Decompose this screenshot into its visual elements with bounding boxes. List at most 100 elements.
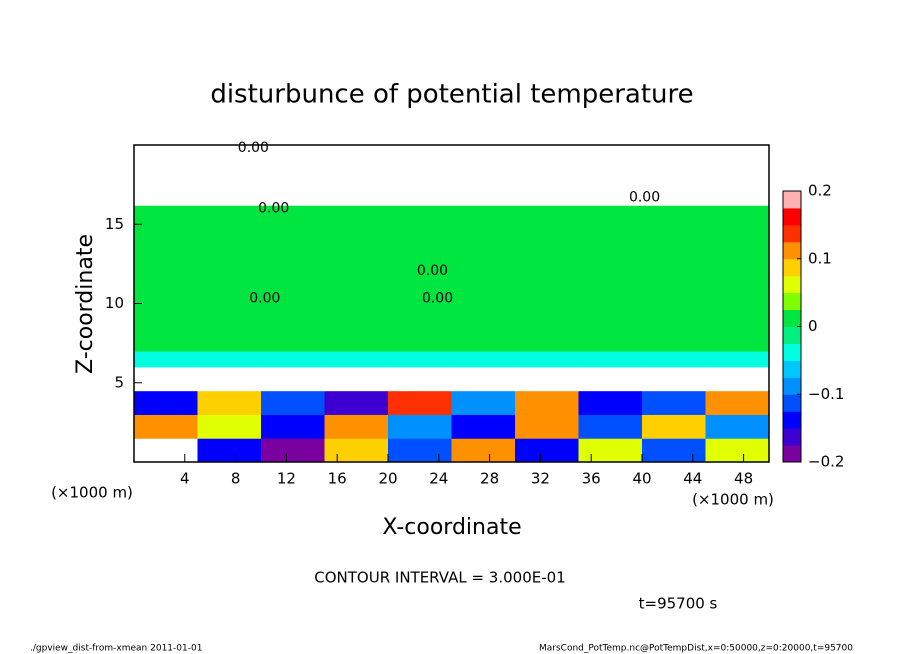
- heat-cell: [261, 205, 325, 273]
- heat-cell: [197, 438, 262, 463]
- heat-cell: [515, 145, 579, 206]
- heat-cell: [451, 390, 516, 415]
- heat-cell: [388, 414, 452, 439]
- heat-cell: [642, 390, 706, 415]
- colorbar-swatch: [783, 258, 801, 277]
- heat-cell: [324, 205, 389, 273]
- heat-cell: [134, 271, 198, 352]
- colorbar-swatch: [783, 326, 801, 344]
- heat-cell: [388, 145, 452, 206]
- heat-cell: [134, 366, 198, 392]
- heat-cell: [197, 271, 262, 352]
- heat-cell: [261, 271, 325, 352]
- y-axis-label: Z-coordinate: [73, 234, 98, 374]
- colorbar-swatch: [783, 309, 801, 327]
- colorbar-swatch: [783, 224, 801, 243]
- colorbar-swatch: [783, 360, 801, 378]
- heat-cell: [705, 414, 770, 439]
- heat-cell: [261, 438, 325, 463]
- colorbar-swatch: [783, 394, 801, 412]
- x-tick-label: 12: [277, 470, 296, 488]
- x-tick-label: 16: [328, 470, 347, 488]
- heat-cell: [578, 351, 643, 368]
- heat-cell: [324, 414, 389, 439]
- x-tick-label: 4: [180, 470, 190, 488]
- heat-cell: [324, 390, 389, 415]
- heat-cell: [197, 145, 262, 206]
- heat-cell: [578, 271, 643, 352]
- heat-cell: [451, 145, 516, 206]
- heat-cell: [578, 390, 643, 415]
- colorbar-tick-label: −0.2: [808, 453, 844, 471]
- colorbar-tick-label: 0.1: [808, 249, 832, 267]
- y-tick-label: 10: [105, 294, 124, 312]
- contour-label: 0.00: [629, 189, 660, 205]
- x-unit: (×1000 m): [692, 491, 774, 509]
- heat-cell: [705, 205, 770, 273]
- contour-label: 0.00: [238, 140, 269, 156]
- heat-cell: [451, 438, 516, 463]
- heat-cell: [515, 414, 579, 439]
- heat-cell: [197, 351, 262, 368]
- x-tick-label: 24: [429, 470, 448, 488]
- heat-cell: [261, 414, 325, 439]
- x-tick-label: 28: [480, 470, 499, 488]
- x-tick-label: 36: [582, 470, 601, 488]
- colorbar-swatch: [783, 292, 801, 311]
- heat-cell: [388, 351, 452, 368]
- x-tick-label: 32: [531, 470, 550, 488]
- heat-cell: [578, 145, 643, 206]
- colorbar-tick-label: 0: [808, 317, 818, 335]
- colorbar-swatch: [783, 428, 801, 446]
- heat-cell: [134, 351, 198, 368]
- heat-cell: [324, 271, 389, 352]
- heat-cell: [134, 414, 198, 439]
- heat-cell: [324, 145, 389, 206]
- heat-cell: [388, 366, 452, 392]
- colorbar-swatch: [783, 191, 801, 209]
- time-label: t=95700 s: [639, 595, 718, 613]
- heat-cell: [705, 351, 770, 368]
- heat-cell: [324, 351, 389, 368]
- heat-cell: [642, 414, 706, 439]
- heat-cell: [134, 205, 198, 273]
- heat-cell: [705, 366, 770, 392]
- heat-cell: [451, 351, 516, 368]
- heat-cell: [705, 390, 770, 415]
- heat-cell: [388, 438, 452, 463]
- heat-cell: [197, 390, 262, 415]
- colorbar-swatch: [783, 377, 801, 395]
- heat-cell: [578, 414, 643, 439]
- heat-cell: [578, 438, 643, 463]
- heat-cell: [515, 366, 579, 392]
- heat-cell: [515, 271, 579, 352]
- heat-cell: [515, 390, 579, 415]
- heat-cell: [134, 145, 198, 206]
- heat-cell: [324, 438, 389, 463]
- heat-cell: [388, 205, 452, 273]
- colorbar-swatch: [783, 275, 801, 294]
- heat-cell: [197, 366, 262, 392]
- x-unit: (×1000 m): [51, 484, 133, 502]
- heat-cell: [642, 205, 706, 273]
- heat-cell: [451, 414, 516, 439]
- heat-cell: [515, 438, 579, 463]
- y-tick-label: 5: [114, 373, 124, 391]
- heat-cell: [578, 205, 643, 273]
- colorbar-swatch: [783, 411, 801, 429]
- colorbar-swatch: [783, 207, 801, 226]
- heat-cell: [705, 271, 770, 352]
- x-tick-label: 8: [231, 470, 241, 488]
- heat-cell: [261, 390, 325, 415]
- heat-cell: [388, 271, 452, 352]
- footer: ./gpview_dist-from-xmean 2011-01-01: [30, 644, 202, 654]
- heat-cell: [134, 390, 198, 415]
- heat-cell: [642, 145, 706, 206]
- heat-cell: [197, 414, 262, 439]
- heat-cell: [324, 366, 389, 392]
- colorbar-swatch: [783, 343, 801, 361]
- x-tick-label: 48: [734, 470, 753, 488]
- heat-cell: [261, 145, 325, 206]
- heat-cell: [642, 366, 706, 392]
- heat-cell: [197, 205, 262, 273]
